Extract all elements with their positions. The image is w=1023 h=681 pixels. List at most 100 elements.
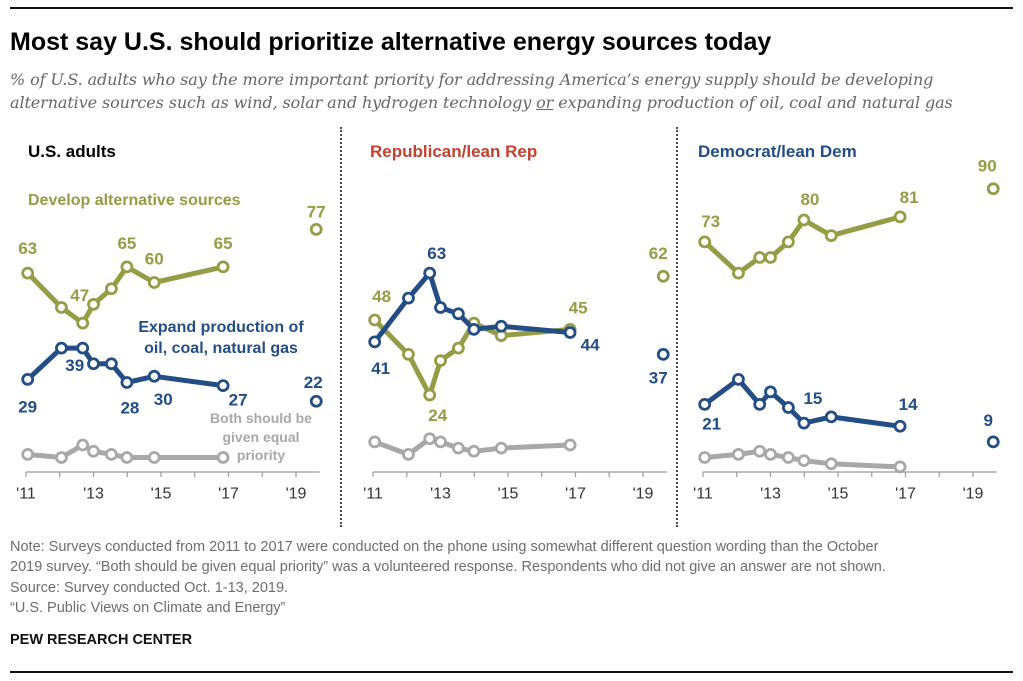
data-point xyxy=(76,438,90,452)
data-label: 21 xyxy=(702,414,721,433)
data-point xyxy=(309,222,323,236)
series-group xyxy=(21,438,230,464)
data-point xyxy=(87,297,100,311)
data-point xyxy=(753,251,767,264)
data-point xyxy=(423,266,437,280)
data-label: 37 xyxy=(649,368,668,387)
data-point xyxy=(824,229,838,243)
data-point xyxy=(656,269,670,283)
data-point xyxy=(451,341,465,355)
series-label-expand-production: Expand production of oil, coal, natural … xyxy=(116,317,326,359)
data-point xyxy=(434,435,447,449)
series-group: 73 80 81 90 xyxy=(698,157,1000,280)
data-label: 14 xyxy=(899,395,918,414)
data-label: 65 xyxy=(117,234,136,253)
data-point xyxy=(104,282,118,296)
data-point xyxy=(147,369,161,383)
data-label: 44 xyxy=(581,335,600,354)
x-tick-label: '11 xyxy=(693,486,713,503)
series-label-line: Expand production of xyxy=(138,319,304,336)
data-point xyxy=(120,376,134,389)
data-point xyxy=(764,251,777,264)
data-point xyxy=(368,435,382,449)
data-point xyxy=(451,307,465,321)
data-label: 30 xyxy=(154,390,173,409)
data-label: 29 xyxy=(18,397,37,416)
data-point xyxy=(76,341,90,355)
data-point xyxy=(104,357,118,371)
x-tick-label: '13 xyxy=(760,486,781,503)
data-point xyxy=(563,326,577,339)
series-label-line: priority xyxy=(236,447,286,463)
data-point xyxy=(55,301,68,314)
data-point xyxy=(797,213,811,227)
data-label: 47 xyxy=(70,286,89,305)
data-point xyxy=(893,210,907,224)
data-point xyxy=(120,260,134,274)
panel-title-us-adults: U.S. adults xyxy=(28,142,116,161)
data-label: 63 xyxy=(18,239,37,258)
x-tick-label: '17 xyxy=(565,486,586,503)
data-label: 77 xyxy=(307,202,326,221)
data-label: 27 xyxy=(229,391,248,410)
note-line-2: 2019 survey. “Both should be given equal… xyxy=(10,559,886,576)
panel-title-republican: Republican/lean Rep xyxy=(370,142,538,161)
series-label-both-equal: Both should be given equal priority xyxy=(196,409,326,465)
data-point xyxy=(698,451,712,464)
series-group xyxy=(698,444,907,474)
footer-notes: Note: Surveys conducted from 2011 to 201… xyxy=(10,537,886,618)
data-point xyxy=(309,394,323,408)
data-point xyxy=(21,266,35,280)
data-label: 15 xyxy=(803,389,822,408)
data-point xyxy=(55,341,68,355)
data-point xyxy=(781,401,795,414)
x-tick-label: '19 xyxy=(286,486,307,503)
x-tick-label: '15 xyxy=(828,486,849,503)
data-point xyxy=(732,447,745,461)
data-label: 62 xyxy=(649,244,668,263)
data-point xyxy=(781,451,795,464)
data-point xyxy=(732,266,745,280)
data-label: 39 xyxy=(65,356,84,375)
data-point xyxy=(494,319,508,333)
series-label-develop-alternative: Develop alternative sources xyxy=(28,191,241,211)
series-label-line: Both should be xyxy=(210,410,312,426)
data-label: 48 xyxy=(372,287,391,306)
series-label-line: Develop alternative sources xyxy=(28,192,241,209)
data-point xyxy=(104,447,118,461)
data-label: 73 xyxy=(701,212,720,231)
data-point xyxy=(698,397,712,411)
subtitle-underlined-or: or xyxy=(536,93,554,112)
panel-plot: '11 '13 '15 '17 '19 63 47 65 60 65 77 29 39 28 30 27 22 xyxy=(16,202,326,502)
data-point xyxy=(824,457,838,471)
data-point xyxy=(423,432,437,446)
x-tick-label: '17 xyxy=(218,486,239,503)
data-point xyxy=(764,447,777,461)
x-tick-label: '15 xyxy=(151,486,172,503)
data-label: 41 xyxy=(371,359,390,378)
data-point xyxy=(797,416,811,430)
brand-name: PEW RESEARCH CENTER xyxy=(10,632,193,648)
data-point xyxy=(797,454,811,468)
subtitle-line-1: % of U.S. adults who say the more import… xyxy=(10,70,934,89)
data-point xyxy=(764,385,777,399)
data-point xyxy=(753,397,767,411)
data-point xyxy=(368,313,382,327)
series-group: 48 24 45 62 xyxy=(368,244,670,425)
data-point xyxy=(824,410,838,424)
data-point xyxy=(402,291,415,305)
data-label: 22 xyxy=(304,373,323,392)
panel-divider xyxy=(676,127,678,527)
x-tick-label: '13 xyxy=(83,486,104,503)
data-label: 81 xyxy=(900,188,919,207)
data-point xyxy=(986,435,1000,449)
data-point xyxy=(216,260,230,274)
data-label: 63 xyxy=(427,244,446,263)
chart-subtitle: % of U.S. adults who say the more import… xyxy=(10,68,953,114)
report-title: “U.S. Public Views on Climate and Energy… xyxy=(10,599,286,616)
data-point xyxy=(494,441,508,455)
series-group xyxy=(368,432,577,461)
note-line-1: Note: Surveys conducted from 2011 to 201… xyxy=(10,539,879,555)
